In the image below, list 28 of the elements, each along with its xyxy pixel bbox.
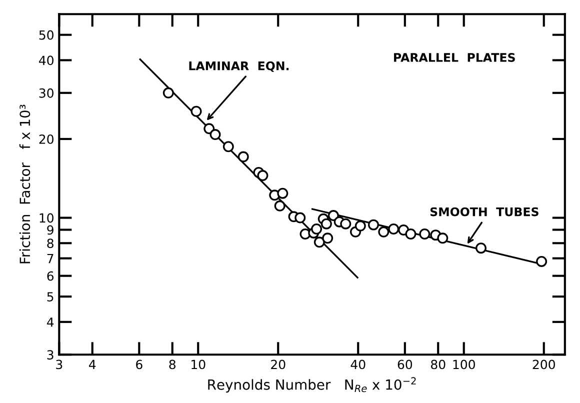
- y-tick-label: 5: [47, 292, 54, 302]
- y-axis-title: Friction Factor f x 10³: [19, 104, 30, 264]
- x-tick-label: 60: [398, 360, 412, 370]
- annotation: PARALLEL PLATES: [394, 53, 515, 62]
- y-tick-label: 4: [46, 318, 54, 327]
- x-tick-label: 3: [56, 360, 62, 370]
- x-tick-label: 6: [136, 360, 142, 370]
- y-tick-label: 9: [47, 225, 54, 235]
- x-tick-label: 20: [271, 360, 286, 370]
- x-tick-label: 4: [89, 360, 96, 369]
- annotation: LAMINAR EQN.: [189, 61, 289, 72]
- y-tick-label: 40: [39, 56, 54, 66]
- x-tick-label: 10: [192, 360, 206, 370]
- y-tick-label: 10: [40, 213, 54, 223]
- x-tick-label: 200: [532, 360, 555, 370]
- annotation: SMOOTH TUBES: [430, 207, 538, 216]
- y-tick-label: 3: [47, 350, 54, 360]
- y-tick-label: 30: [39, 88, 54, 98]
- y-tick-label: 6: [47, 271, 54, 281]
- x-tick-label: 8: [169, 360, 176, 370]
- x-tick-label: 100: [453, 360, 475, 370]
- y-tick-label: 50: [39, 30, 54, 40]
- x-tick-label: 40: [350, 360, 366, 370]
- y-tick-label: 8: [47, 238, 54, 248]
- x-axis-title: Reynolds Number N$_{Re}$ x 10$^{−2}$: [208, 377, 416, 393]
- y-tick-label: 20: [39, 134, 54, 144]
- x-tick-label: 80: [431, 360, 446, 370]
- y-tick-label: 7: [47, 254, 54, 264]
